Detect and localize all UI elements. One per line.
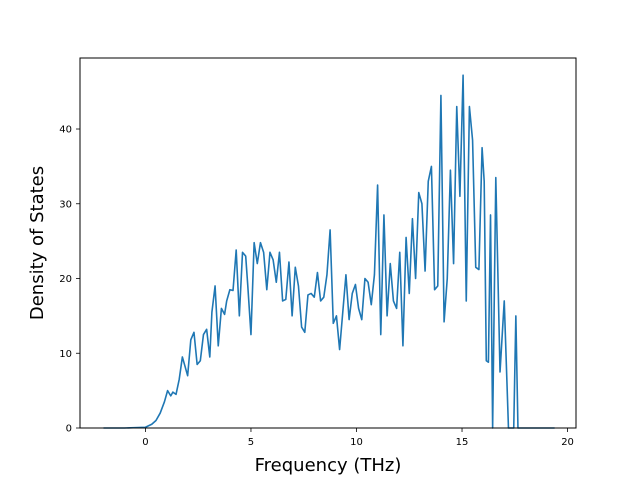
x-axis-ticks: 0 5 10 15 20 bbox=[142, 428, 574, 448]
plot-frame bbox=[79, 57, 577, 429]
x-tick-label: 0 bbox=[142, 437, 148, 448]
dos-series-line bbox=[103, 74, 555, 429]
x-tick-label: 10 bbox=[350, 437, 363, 448]
plot-area bbox=[80, 58, 576, 428]
x-tick-label: 15 bbox=[456, 437, 469, 448]
y-tick-label: 40 bbox=[59, 125, 72, 136]
y-axis-ticks: 0 10 20 30 40 bbox=[59, 125, 80, 435]
y-tick-label: 10 bbox=[59, 349, 72, 360]
x-tick-label: 20 bbox=[561, 437, 574, 448]
y-axis-label: Density of States bbox=[27, 166, 48, 320]
x-tick-label: 5 bbox=[248, 437, 254, 448]
x-axis-label: Frequency (THz) bbox=[255, 455, 402, 476]
y-tick-label: 0 bbox=[66, 424, 72, 435]
y-tick-label: 20 bbox=[59, 274, 72, 285]
y-tick-label: 30 bbox=[59, 199, 72, 210]
